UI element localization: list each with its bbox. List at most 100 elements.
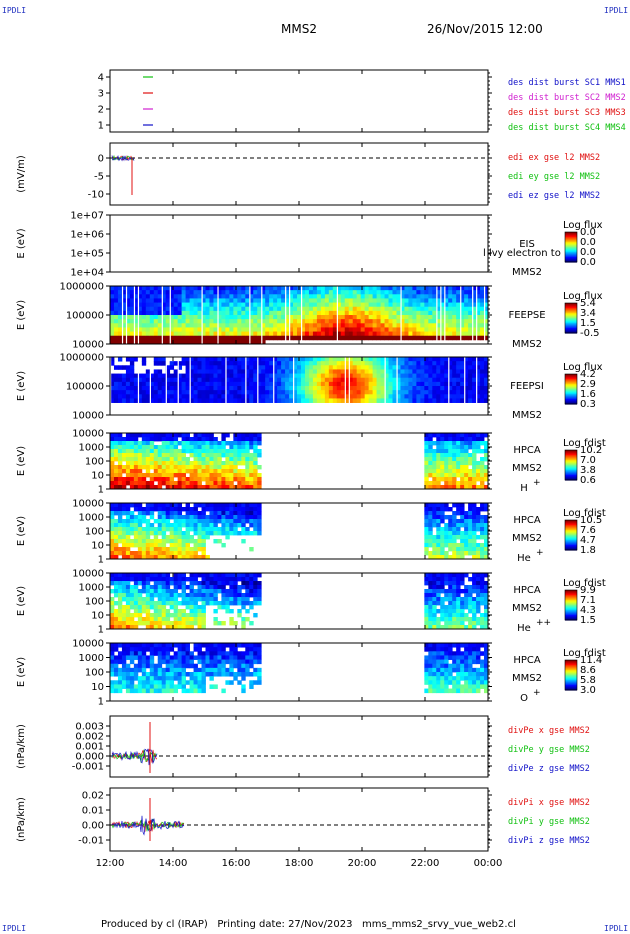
spectrogram-cell [253,437,258,442]
spectrogram-cell [125,507,131,512]
spectrogram-cell [201,306,206,312]
spectrogram-cell [265,335,270,341]
spectrogram-cell [165,441,171,446]
spectrogram-cell [484,294,489,299]
spectrogram-cell [265,315,270,320]
spectrogram-cell [308,302,314,308]
spectrogram-cell [476,465,481,470]
spectrogram-cell [356,394,362,399]
spectrogram-cell [165,585,171,590]
species-charge: + [536,548,544,558]
spectrogram-cell [121,465,127,470]
spectrogram-cell [308,381,314,387]
spectrogram-cell [468,441,473,446]
spectrogram-cell [384,357,389,362]
spectrogram-cell [388,302,393,308]
spacecraft-label: MMS2 [512,463,542,474]
spectrogram-cell [129,573,135,578]
spectrogram-cell [432,377,437,383]
spectrogram-cell [113,573,119,578]
spectrogram-cell [201,315,206,320]
spectrogram-cell [177,306,183,312]
spectrogram-cell [213,331,218,337]
spectrogram-cell [436,361,441,366]
spectrogram-cell [392,306,397,312]
spectrogram-cell [352,298,358,303]
spectrogram-cell [432,605,437,610]
spectrogram-cell [368,373,374,379]
spectrogram-cell [117,433,123,438]
spectrogram-cell [161,319,167,324]
spectrogram-cell [344,365,350,370]
spectrogram-cell [444,593,449,598]
spectrogram-cell [265,357,270,362]
spectrogram-cell [165,643,171,648]
data-gap [177,357,179,415]
spectrogram-cell [221,511,226,516]
spectrogram-cell [221,377,226,383]
spectrogram-cell [145,315,151,320]
spectrogram-cell [456,294,461,299]
spectrogram-cell [193,531,198,536]
spectrogram-cell [293,377,298,383]
spectrogram-cell [141,519,147,524]
spectrogram-cell [464,519,469,524]
spectrogram-cell [468,315,473,320]
spectrogram-cell [364,381,370,387]
spectrogram-cell [209,327,214,332]
spectrogram-cell [173,515,179,520]
spectrogram-cell [456,465,461,470]
spectrogram-cell [253,613,258,618]
spectrogram-cell [169,441,175,446]
spectrogram-cell [249,390,254,395]
spectrogram-cell [428,331,433,337]
spectrogram-cell [233,394,238,399]
spectrogram-cell [137,339,143,345]
spectrogram-cell [129,503,135,508]
spectrogram-cell [376,381,381,387]
spectrogram-cell [201,394,206,399]
spectrogram-cell [424,319,429,324]
spectrogram-cell [197,511,202,516]
spectrogram-cell [213,335,218,341]
spectrogram-cell [328,390,334,395]
spectrogram-cell [444,302,449,308]
panel-eis [106,214,578,273]
spectrogram-cell [161,507,167,512]
data-gap [476,286,478,344]
spectrogram-cell [133,667,139,673]
spectrogram-cell [141,539,147,544]
spectrogram-cell [117,319,123,324]
spectrogram-cell [201,357,206,362]
spectrogram-cell [153,433,159,438]
spectrogram-cell [476,319,481,324]
spectrogram-cell [229,465,234,470]
spectrogram-cell [177,535,183,540]
spectrogram-cell [257,437,262,442]
spectrogram-cell [460,523,465,528]
spectrogram-cell [189,511,194,516]
spectrogram-cell [448,609,453,614]
spectrogram-cell [110,465,115,470]
spectrogram-cell [133,294,139,299]
spectrogram-cell [189,577,194,582]
spectrogram-cell [149,617,155,622]
spectrogram-cell [133,527,139,532]
spectrogram-cell [464,573,469,578]
spectrogram-cell [117,437,123,442]
spectrogram-cell [237,519,242,524]
spectrogram-cell [193,286,198,291]
spectrogram-cell [221,481,226,486]
spectrogram-cell [181,361,186,366]
spectrogram-cell [205,473,210,478]
spectrogram-cell [289,323,294,328]
spectrogram-cell [352,398,358,403]
spectrogram-cell [169,511,175,516]
spectrogram-cell [392,286,397,291]
spectrogram-cell [364,315,370,320]
spectrogram-cell [444,609,449,614]
spectrogram-cell [324,306,330,312]
spectrogram-cell [193,386,198,391]
spectrogram-cell [145,294,151,299]
spectrogram-cell [201,390,206,395]
